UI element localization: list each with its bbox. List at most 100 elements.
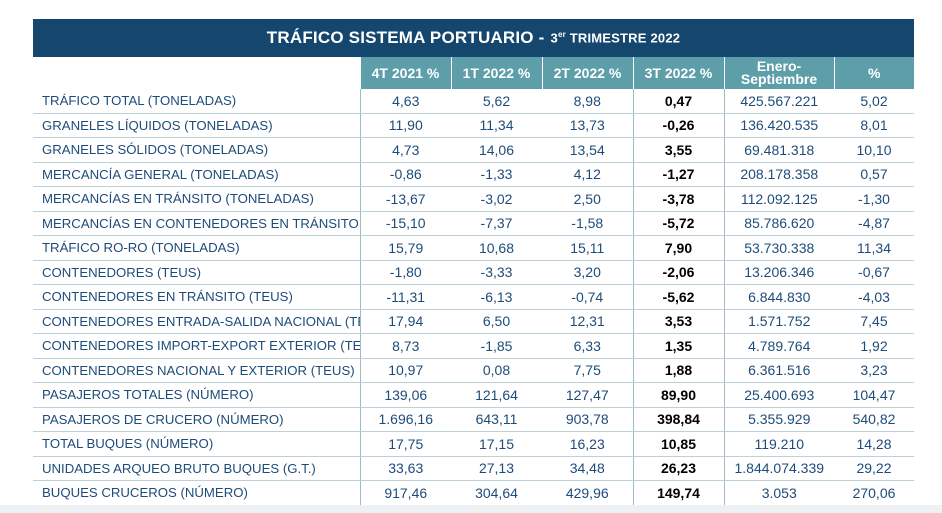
value-percent: 270,06: [834, 480, 914, 506]
value-1t-2022: -3,33: [451, 260, 542, 285]
row-label: MERCANCÍA GENERAL (TONELADAS): [33, 162, 361, 187]
value-enero-septiembre: 13.206.346: [724, 260, 834, 285]
row-label: BUQUES CRUCEROS (NÚMERO): [33, 480, 361, 506]
value-3t-2022: 149,74: [632, 480, 725, 506]
value-4t-2021: 11,90: [360, 113, 451, 138]
table-row: CONTENEDORES IMPORT-EXPORT EXTERIOR (TEU…: [33, 333, 914, 359]
value-4t-2021: 139,06: [360, 382, 451, 408]
value-1t-2022: -3,02: [451, 186, 542, 212]
value-percent: 104,47: [834, 382, 914, 408]
value-2t-2022: 13,73: [542, 113, 633, 138]
value-3t-2022: -3,78: [632, 186, 725, 212]
row-label: CONTENEDORES IMPORT-EXPORT EXTERIOR (TEU…: [33, 333, 361, 359]
value-4t-2021: 17,75: [360, 431, 451, 457]
value-enero-septiembre: 5.355.929: [724, 407, 834, 432]
value-3t-2022: 1,35: [632, 333, 725, 359]
value-4t-2021: 8,73: [360, 333, 451, 359]
row-label: CONTENEDORES EN TRÁNSITO (TEUS): [33, 284, 361, 310]
value-4t-2021: 15,79: [360, 235, 451, 261]
value-1t-2022: 643,11: [451, 407, 542, 432]
value-4t-2021: -1,80: [360, 260, 451, 285]
table-row: TRÁFICO TOTAL (TONELADAS) 4,63 5,62 8,98 0,4…: [33, 89, 914, 114]
value-3t-2022: -5,72: [632, 211, 725, 236]
value-3t-2022: 26,23: [632, 456, 725, 481]
value-1t-2022: -6,13: [451, 284, 542, 310]
title-quarter: 3er TRIMESTRE 2022: [550, 30, 681, 46]
value-1t-2022: 17,15: [451, 431, 542, 457]
bottom-strip: [0, 505, 942, 513]
value-2t-2022: 127,47: [542, 382, 633, 408]
row-label: GRANELES SÓLIDOS (TONELADAS): [33, 137, 361, 163]
row-label: GRANELES LÍQUIDOS (TONELADAS): [33, 113, 361, 138]
value-2t-2022: 16,23: [542, 431, 633, 457]
value-2t-2022: 3,20: [542, 260, 633, 285]
header-4t-2021: 4T 2021 %: [359, 57, 451, 89]
header-2t-2022: 2T 2022 %: [541, 57, 633, 89]
value-3t-2022: 3,53: [632, 309, 725, 334]
value-enero-septiembre: 6.844.830: [724, 284, 834, 310]
value-percent: 5,02: [834, 89, 914, 114]
table-row: PASAJEROS DE CRUCERO (NÚMERO) 1.696,16 643…: [33, 407, 914, 432]
header-1t-2022: 1T 2022 %: [450, 57, 542, 89]
value-2t-2022: 7,75: [542, 358, 633, 383]
value-enero-septiembre: 25.400.693: [724, 382, 834, 408]
value-4t-2021: 4,73: [360, 137, 451, 163]
header-percent: %: [833, 57, 914, 89]
title-main: TRÁFICO SISTEMA PORTUARIO -: [266, 28, 545, 47]
value-4t-2021: 10,97: [360, 358, 451, 383]
traffic-table: 4T 2021 % 1T 2022 % 2T 2022 % 3T 2022 % …: [33, 57, 914, 506]
header-3t-2022: 3T 2022 %: [632, 57, 724, 89]
header-blank: [33, 57, 360, 89]
value-1t-2022: -1,85: [451, 333, 542, 359]
row-label: TRÁFICO TOTAL (TONELADAS): [33, 89, 361, 114]
value-1t-2022: 10,68: [451, 235, 542, 261]
value-1t-2022: 121,64: [451, 382, 542, 408]
value-enero-septiembre: 6.361.516: [724, 358, 834, 383]
row-label: TOTAL BUQUES (NÚMERO): [33, 431, 361, 457]
row-label: CONTENEDORES NACIONAL Y EXTERIOR (TEUS): [33, 358, 361, 383]
value-enero-septiembre: 3.053: [724, 480, 834, 506]
value-enero-septiembre: 1.571.752: [724, 309, 834, 334]
value-enero-septiembre: 119.210: [724, 431, 834, 457]
value-3t-2022: 89,90: [632, 382, 725, 408]
row-label: UNIDADES ARQUEO BRUTO BUQUES (G.T.): [33, 456, 361, 481]
row-label: CONTENEDORES ENTRADA-SALIDA NACIONAL (TE…: [33, 309, 361, 334]
value-percent: -0,67: [834, 260, 914, 285]
value-3t-2022: 398,84: [632, 407, 725, 432]
value-4t-2021: -0,86: [360, 162, 451, 187]
value-percent: 0,57: [834, 162, 914, 187]
table-row: TRÁFICO RO-RO (TONELADAS) 15,79 10,68 15,11…: [33, 235, 914, 261]
value-1t-2022: 5,62: [451, 89, 542, 114]
value-2t-2022: 13,54: [542, 137, 633, 163]
value-percent: -1,30: [834, 186, 914, 212]
value-3t-2022: -5,62: [632, 284, 725, 310]
value-4t-2021: 4,63: [360, 89, 451, 114]
table-row: MERCANCÍA GENERAL (TONELADAS) -0,86 -1,33 4…: [33, 162, 914, 187]
value-enero-septiembre: 112.092.125: [724, 186, 834, 212]
value-2t-2022: 6,33: [542, 333, 633, 359]
value-4t-2021: 33,63: [360, 456, 451, 481]
value-1t-2022: -1,33: [451, 162, 542, 187]
table-row: BUQUES CRUCEROS (NÚMERO) 917,46 304,64 429,…: [33, 480, 914, 506]
value-percent: -4,03: [834, 284, 914, 310]
value-4t-2021: 1.696,16: [360, 407, 451, 432]
value-enero-septiembre: 208.178.358: [724, 162, 834, 187]
value-4t-2021: -15,10: [360, 211, 451, 236]
table-row: MERCANCÍAS EN TRÁNSITO (TONELADAS) -13,67…: [33, 186, 914, 212]
value-percent: 11,34: [834, 235, 914, 261]
value-percent: 14,28: [834, 431, 914, 457]
header-enero-septiembre: Enero-Septiembre: [723, 57, 834, 89]
value-1t-2022: -7,37: [451, 211, 542, 236]
value-1t-2022: 6,50: [451, 309, 542, 334]
table-title: TRÁFICO SISTEMA PORTUARIO - 3er TRIMESTR…: [33, 19, 914, 57]
value-3t-2022: 10,85: [632, 431, 725, 457]
value-1t-2022: 27,13: [451, 456, 542, 481]
value-enero-septiembre: 425.567.221: [724, 89, 834, 114]
value-4t-2021: 17,94: [360, 309, 451, 334]
table-row: GRANELES SÓLIDOS (TONELADAS) 4,73 14,06 13,…: [33, 137, 914, 163]
header-row: 4T 2021 % 1T 2022 % 2T 2022 % 3T 2022 % …: [33, 57, 914, 89]
row-label: MERCANCÍAS EN CONTENEDORES EN TRÁNSITO (…: [33, 211, 361, 236]
value-3t-2022: -2,06: [632, 260, 725, 285]
value-2t-2022: 903,78: [542, 407, 633, 432]
value-enero-septiembre: 136.420.535: [724, 113, 834, 138]
